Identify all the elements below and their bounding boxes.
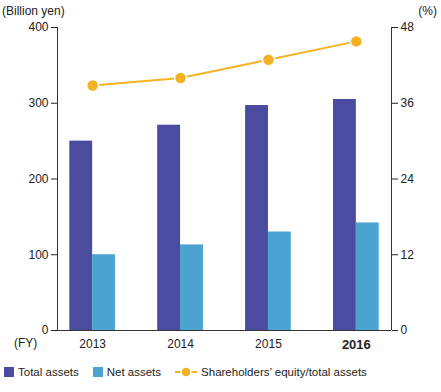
html-text:Shareholders’ equity/total ass: Shareholders’ equity/total assets — [201, 366, 367, 378]
html-text:(FY): (FY) — [14, 336, 38, 350]
svg-text:48: 48 — [401, 20, 415, 34]
svg-text:2014: 2014 — [167, 337, 194, 351]
svg-text:36: 36 — [401, 96, 415, 110]
svg-text:2016: 2016 — [342, 337, 371, 352]
html-text:Total assets: Total assets — [18, 366, 79, 378]
html-text:Net assets: Net assets — [106, 366, 162, 378]
svg-text:2015: 2015 — [255, 337, 282, 351]
svg-text:200: 200 — [28, 172, 48, 186]
svg-text:100: 100 — [28, 248, 48, 262]
svg-text:300: 300 — [28, 96, 48, 110]
svg-text:400: 400 — [28, 20, 48, 34]
html-text:(Billion yen): (Billion yen) — [2, 4, 65, 18]
svg-text:0: 0 — [401, 323, 408, 337]
svg-text:24: 24 — [401, 172, 415, 186]
svg-text:12: 12 — [401, 248, 415, 262]
svg-text:0: 0 — [42, 323, 49, 337]
svg-text:2013: 2013 — [79, 337, 106, 351]
